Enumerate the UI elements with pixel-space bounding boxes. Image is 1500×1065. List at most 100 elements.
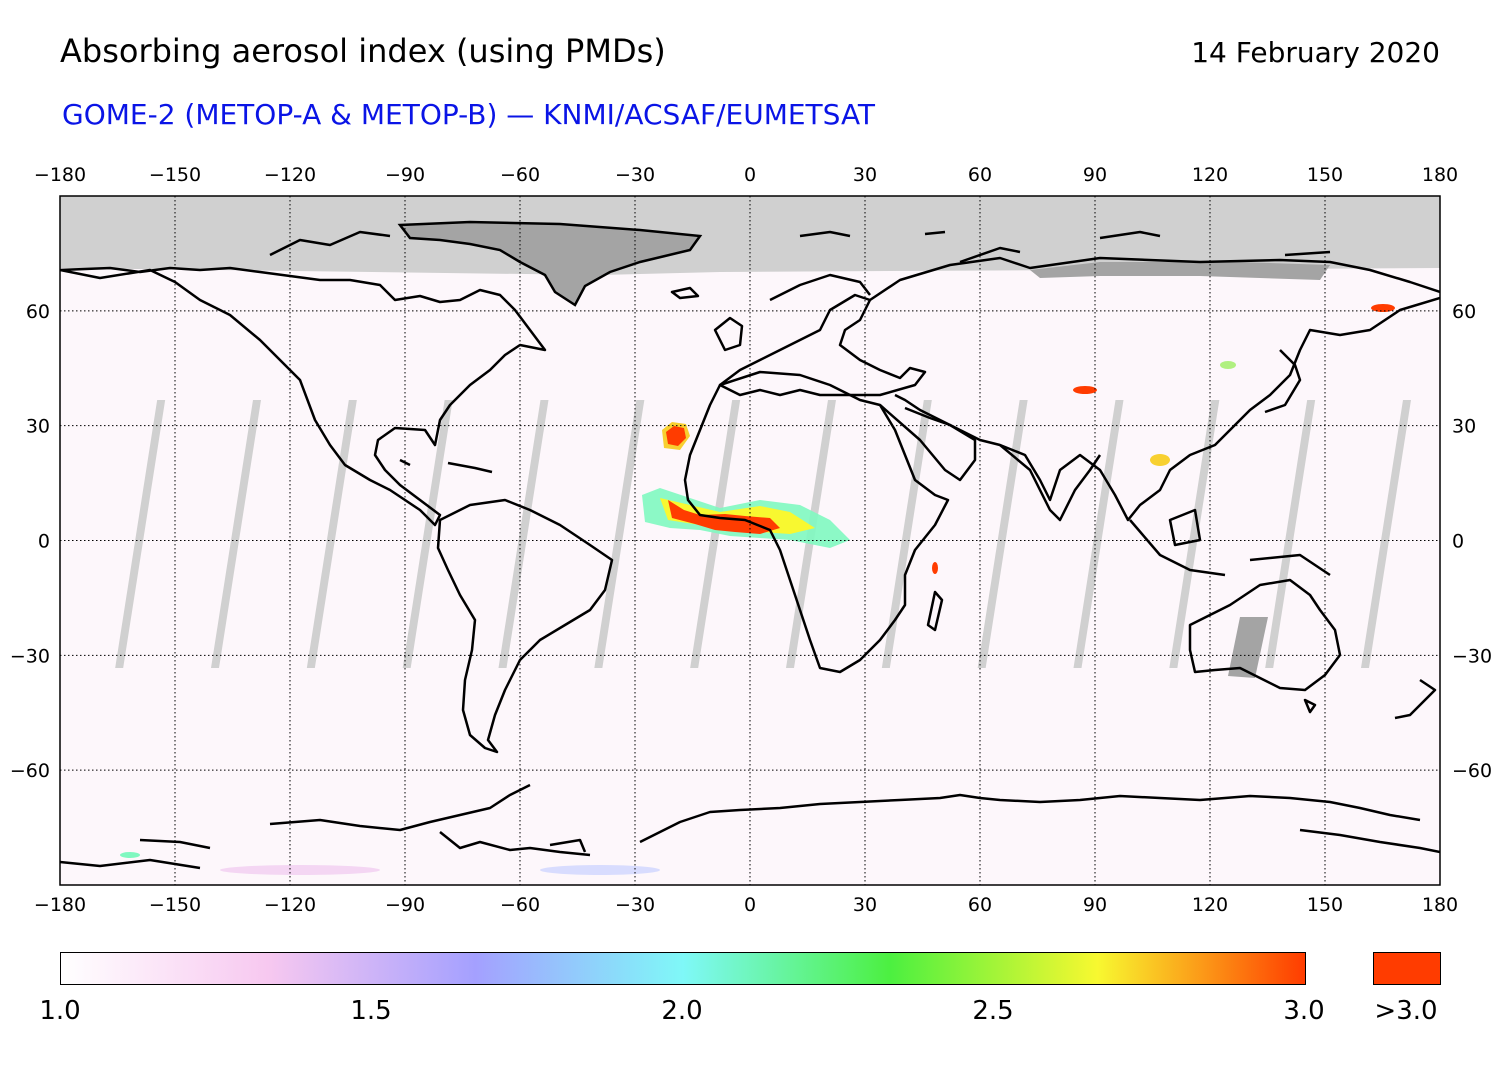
colorbar-tick-label: 2.5 (972, 996, 1014, 1026)
siberia-no-data (1030, 262, 1330, 280)
scandinavia-coast (769, 273, 871, 302)
antarctica-coast (60, 783, 1440, 870)
lat-tick-label-left: 30 (26, 416, 50, 438)
lon-tick-label-bottom: −180 (34, 894, 86, 916)
asia-coast (869, 256, 1440, 522)
tasmania-coast (1303, 698, 1317, 714)
lon-tick-label-bottom: −60 (500, 894, 540, 916)
swath-gap (881, 400, 932, 668)
minor-plume-mongolia (1220, 361, 1236, 369)
minor-plume-asia (1073, 386, 1097, 394)
swath-gap (211, 400, 261, 668)
lon-tick-label-top: 120 (1192, 164, 1228, 186)
date-label: 14 February 2020 (1191, 36, 1440, 69)
lat-tick-label-right: 30 (1452, 416, 1476, 438)
lon-tick-label-bottom: 60 (968, 894, 992, 916)
australia-no-data (1228, 617, 1268, 678)
antarctic-low-aerosol (540, 865, 660, 875)
world-map: −180 −180 −150 −150 −120 −120 −90 −90 −60 −60 −30 −… (10, 164, 1492, 916)
lat-tick-label-right: −30 (1452, 645, 1492, 667)
caribbean-coast (447, 461, 493, 474)
lon-tick-label-top: 90 (1083, 164, 1107, 186)
new-siberian-coast (1284, 250, 1331, 257)
lon-tick-label-top: 60 (968, 164, 992, 186)
cuba-coast (399, 458, 411, 467)
lon-tick-label-top: 180 (1422, 164, 1458, 186)
minor-plume-antarctic (120, 852, 140, 858)
europe-coast (718, 293, 927, 397)
chart-title: Absorbing aerosol index (using PMDs) (60, 32, 666, 70)
colorbar-tick-label: 2.0 (661, 996, 703, 1026)
swath-gap (402, 400, 453, 668)
lon-tick-label-top: −180 (34, 164, 86, 186)
swath-gap (1265, 400, 1316, 668)
minor-plume-china (1150, 454, 1170, 466)
colorbar-tick-label: 3.0 (1283, 996, 1325, 1026)
swath-gap (977, 400, 1028, 668)
iceland-coast (670, 286, 700, 300)
madagascar-coast (926, 590, 944, 632)
africa-coast (683, 370, 950, 674)
coastlines (60, 230, 1440, 870)
lat-tick-label-left: 0 (38, 531, 50, 553)
axis-tick-labels: −180 −180 −150 −150 −120 −120 −90 −90 −60 −60 −30 −… (10, 164, 1492, 916)
lon-tick-label-bottom: 150 (1307, 894, 1343, 916)
new-zealand-coast (1394, 678, 1437, 720)
colorbar-over-swatch (1373, 952, 1441, 985)
map-frame (59, 195, 1441, 886)
india-coast (999, 444, 1102, 522)
minor-plume-kamchatka (1371, 304, 1395, 312)
antarctic-low-aerosol-2 (220, 865, 380, 875)
lon-tick-label-bottom: 90 (1083, 894, 1107, 916)
swath-gaps (115, 400, 1411, 668)
colorbar (60, 952, 1306, 985)
swath-gap (690, 400, 741, 668)
lon-tick-label-top: 0 (744, 164, 756, 186)
minor-plume-madagascar (932, 562, 938, 574)
lon-tick-label-bottom: 0 (744, 894, 756, 916)
subtitle: GOME-2 (METOP-A & METOP-B) — KNMI/ACSAF/… (62, 98, 876, 131)
lon-tick-label-top: −150 (149, 164, 201, 186)
lat-tick-label-right: 0 (1452, 531, 1464, 553)
colorbar-over-label: >3.0 (1374, 996, 1438, 1026)
lon-tick-label-bottom: 30 (853, 894, 877, 916)
indonesia-coast (1129, 519, 1226, 577)
south-america-coast (436, 498, 614, 754)
aerosol-plumes (120, 304, 1395, 875)
lon-tick-label-top: 150 (1307, 164, 1343, 186)
lon-tick-label-top: −60 (500, 164, 540, 186)
new-guinea-coast (1249, 553, 1331, 577)
lon-tick-label-top: −90 (385, 164, 425, 186)
arabia-coast (879, 404, 977, 482)
novaya-zemlya-coast (959, 246, 1021, 264)
lon-tick-label-bottom: −30 (615, 894, 655, 916)
svalbard-coast (799, 230, 851, 238)
lat-tick-label-left: −60 (10, 760, 50, 782)
lon-tick-label-bottom: 180 (1422, 894, 1458, 916)
west-africa-plume-core (668, 500, 780, 534)
north-america-coast (60, 266, 547, 527)
lat-tick-label-left: −30 (10, 645, 50, 667)
lon-tick-label-top: −30 (615, 164, 655, 186)
lon-tick-label-bottom: −90 (385, 894, 425, 916)
swath-gap (594, 400, 645, 668)
swath-gap (1169, 400, 1220, 668)
swath-gap (1073, 400, 1124, 668)
japan-coast (1264, 349, 1302, 414)
lon-tick-label-top: −120 (264, 164, 316, 186)
lon-tick-label-top: 30 (853, 164, 877, 186)
severnaya-coast (1099, 230, 1161, 240)
australia-coast (1188, 578, 1342, 692)
swath-gap (115, 400, 166, 668)
colorbar-tick-label: 1.5 (350, 996, 392, 1026)
lat-tick-label-right: 60 (1452, 301, 1476, 323)
swath-gap (306, 400, 357, 668)
greenland (397, 220, 703, 307)
lat-tick-label-right: −60 (1452, 760, 1492, 782)
lon-tick-label-bottom: 120 (1192, 894, 1228, 916)
franz-josef-coast (924, 230, 946, 236)
swath-gap (1361, 400, 1411, 668)
britain-coast (713, 316, 744, 352)
graticule (60, 196, 1440, 885)
polar-no-data-region (60, 196, 1440, 275)
